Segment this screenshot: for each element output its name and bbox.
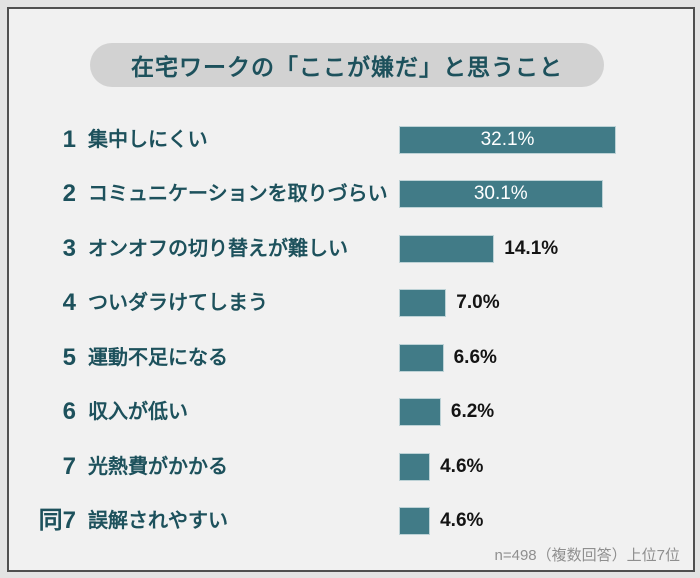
chart-row: 5 運動不足になる 6.6% (0, 331, 700, 385)
bar: 7.0% (399, 289, 500, 317)
chart-row: 4 ついダラけてしまう 7.0% (0, 276, 700, 330)
chart-row: 6 収入が低い 6.2% (0, 385, 700, 439)
chart-row: 同7 誤解されやすい 4.6% (0, 494, 700, 548)
item-label: 誤解されやすい (88, 510, 228, 532)
bar: 14.1% (399, 235, 558, 263)
rank-label: 3 (62, 235, 76, 262)
bar: 30.1% (399, 180, 603, 208)
value-label: 6.2% (450, 401, 495, 422)
item-label: 光熱費がかかる (88, 456, 228, 478)
chart-title: 在宅ワークの「ここが嫌だ」と思うこと (131, 54, 563, 80)
item-label: 収入が低い (88, 401, 188, 423)
bar: 6.6% (399, 344, 497, 372)
chart-frame (7, 7, 695, 572)
item-label: ついダラけてしまう (88, 292, 268, 314)
bar: 6.2% (399, 398, 494, 426)
chart-row: 1 集中しにくい 32.1% (0, 113, 700, 167)
value-label: 32.1% (480, 129, 535, 150)
rank-label: 5 (62, 344, 76, 371)
value-label: 6.6% (453, 347, 497, 368)
value-label: 4.6% (440, 456, 484, 477)
rank-label: 1 (62, 126, 76, 153)
value-label: 4.6% (440, 510, 484, 531)
value-label: 14.1% (504, 238, 559, 259)
chart-row: 7 光熱費がかかる 4.6% (0, 440, 700, 494)
chart-row: 2 コミュニケーションを取りづらい 30.1% (0, 167, 700, 221)
item-label: オンオフの切り替えが難しい (88, 238, 348, 260)
bar: 32.1% (399, 126, 616, 154)
rank-label: 7 (62, 453, 76, 480)
bar: 4.6% (399, 453, 483, 481)
item-label: 集中しにくい (88, 129, 208, 151)
chart-row: 3 オンオフの切り替えが難しい 14.1% (0, 222, 700, 276)
item-label: 運動不足になる (88, 347, 228, 369)
sample-size-note: n=498（複数回答）上位7位 (494, 547, 680, 564)
value-label: 30.1% (473, 183, 528, 204)
item-label: コミュニケーションを取りづらい (88, 183, 388, 205)
rank-label: 4 (62, 289, 76, 316)
rank-label: 同7 (38, 507, 76, 534)
rank-label: 6 (62, 398, 76, 425)
title-pill: 在宅ワークの「ここが嫌だ」と思うこと (90, 43, 604, 87)
rank-label: 2 (62, 180, 76, 207)
value-label: 7.0% (456, 292, 500, 313)
bar: 4.6% (399, 507, 483, 535)
